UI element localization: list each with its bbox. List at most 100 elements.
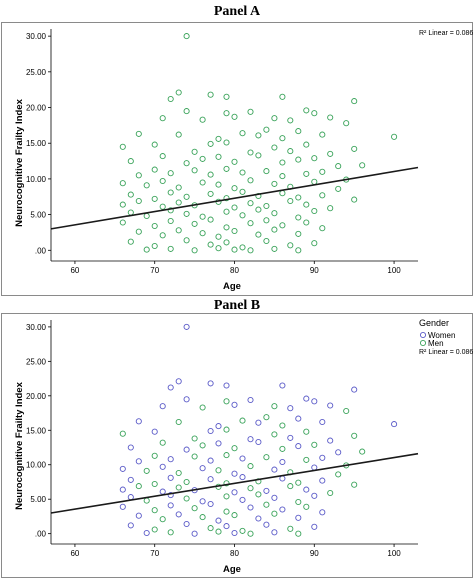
point-series-132 xyxy=(151,242,158,250)
y-tick-label: 20.00 xyxy=(26,104,47,113)
point-series-52 xyxy=(135,172,142,179)
point-women-3 xyxy=(207,380,214,387)
point-men-48 xyxy=(295,498,302,506)
point-series-9 xyxy=(247,108,254,115)
point-men-3 xyxy=(343,407,350,415)
point-women-42 xyxy=(271,466,278,473)
point-series-45 xyxy=(231,158,238,165)
point-women-6 xyxy=(351,386,358,393)
x-tick-label: 70 xyxy=(150,549,159,558)
point-series-101 xyxy=(143,212,150,220)
panel-b-points xyxy=(119,323,398,537)
point-series-27 xyxy=(263,126,270,133)
point-series-18 xyxy=(343,120,350,127)
point-women-15 xyxy=(391,421,398,428)
panel-b-x-axis-label: Age xyxy=(223,564,241,575)
point-men-22 xyxy=(223,452,230,459)
point-women-4 xyxy=(223,382,230,389)
point-series-57 xyxy=(223,165,230,172)
point-men-17 xyxy=(279,445,286,452)
legend-women-marker xyxy=(419,331,427,339)
point-series-77 xyxy=(151,195,158,202)
point-women-32 xyxy=(135,458,142,465)
legend-men-marker xyxy=(419,339,427,347)
point-series-142 xyxy=(191,247,198,254)
point-men-46 xyxy=(223,493,230,500)
point-series-60 xyxy=(279,173,286,180)
point-series-20 xyxy=(135,130,142,137)
point-men-37 xyxy=(351,481,358,488)
point-series-82 xyxy=(239,188,246,195)
point-women-73 xyxy=(127,522,134,529)
point-series-0 xyxy=(183,33,190,40)
panel-a-points xyxy=(119,33,398,254)
y-tick-label: 5.00 xyxy=(30,211,46,220)
point-series-125 xyxy=(199,230,206,237)
point-women-43 xyxy=(311,464,318,471)
point-men-13 xyxy=(351,432,358,439)
point-men-50 xyxy=(191,505,198,512)
panel-b-r2-label: R² Linear = 0.086 xyxy=(419,349,473,356)
point-men-42 xyxy=(287,483,294,490)
point-women-30 xyxy=(295,443,302,450)
point-series-61 xyxy=(303,170,310,177)
point-series-115 xyxy=(207,216,214,223)
point-series-46 xyxy=(255,152,262,159)
point-women-2 xyxy=(175,378,182,385)
point-series-91 xyxy=(175,199,182,206)
point-men-47 xyxy=(255,491,262,498)
point-series-39 xyxy=(351,145,358,152)
point-series-55 xyxy=(191,167,198,174)
point-men-2 xyxy=(271,403,278,410)
legend-title: Gender xyxy=(419,318,449,328)
x-tick-label: 60 xyxy=(70,549,79,558)
point-women-19 xyxy=(295,415,302,422)
point-women-63 xyxy=(167,502,174,509)
point-women-36 xyxy=(279,458,286,466)
point-women-29 xyxy=(255,438,262,446)
point-series-74 xyxy=(311,178,318,185)
point-men-58 xyxy=(151,526,158,533)
point-women-28 xyxy=(215,440,222,447)
point-series-136 xyxy=(239,244,246,251)
point-series-68 xyxy=(199,179,206,186)
point-series-86 xyxy=(319,192,326,199)
point-series-41 xyxy=(159,153,166,160)
point-series-47 xyxy=(279,159,286,166)
point-series-81 xyxy=(223,195,230,202)
point-men-38 xyxy=(135,483,142,490)
point-series-23 xyxy=(239,130,246,137)
point-series-103 xyxy=(183,210,190,217)
point-women-27 xyxy=(183,446,190,453)
point-men-64 xyxy=(247,530,254,537)
point-women-1 xyxy=(167,384,174,391)
point-women-70 xyxy=(215,517,222,524)
point-series-121 xyxy=(319,225,326,232)
point-men-57 xyxy=(271,510,278,517)
point-women-55 xyxy=(303,486,310,493)
point-men-63 xyxy=(215,528,222,535)
point-series-15 xyxy=(271,115,278,122)
point-series-122 xyxy=(135,228,142,235)
point-men-26 xyxy=(143,467,150,474)
point-series-146 xyxy=(271,245,278,252)
point-series-72 xyxy=(271,180,278,187)
point-women-47 xyxy=(239,474,246,481)
panel-b-frame: 60 70 80 90 100 .00 5.00 10.00 15.00 20.00 25.00 30… xyxy=(1,313,473,578)
y-tick-label: 10.00 xyxy=(26,175,47,184)
point-series-141 xyxy=(167,245,174,252)
point-men-20 xyxy=(151,452,158,459)
point-series-111 xyxy=(119,219,126,226)
x-tick-label: 100 xyxy=(387,549,401,558)
point-series-95 xyxy=(247,200,254,207)
point-series-147 xyxy=(295,247,302,254)
point-women-12 xyxy=(231,401,238,408)
point-series-33 xyxy=(223,139,230,146)
y-tick-label: .00 xyxy=(35,530,47,539)
point-women-61 xyxy=(311,492,318,499)
point-series-135 xyxy=(223,239,230,246)
point-series-102 xyxy=(167,207,174,214)
point-women-75 xyxy=(223,523,230,530)
point-series-85 xyxy=(295,194,302,201)
point-men-62 xyxy=(167,529,174,536)
